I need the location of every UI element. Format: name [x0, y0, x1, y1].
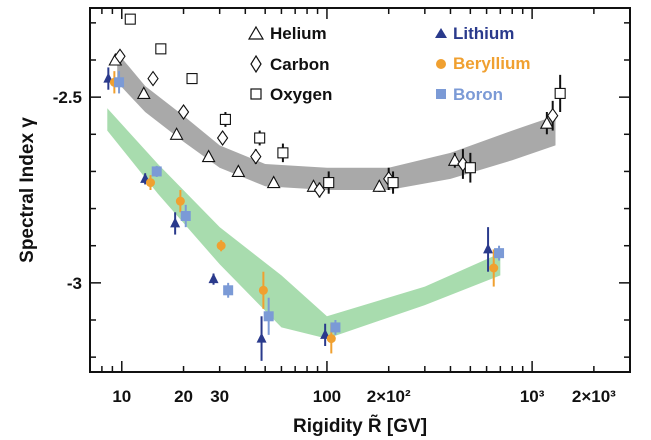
x-axis-title: Rigidity R̃ [GV] — [293, 414, 427, 437]
legend-helium-label: Helium — [270, 24, 327, 43]
beryllium-point — [175, 196, 185, 206]
helium-point — [539, 115, 554, 129]
band-he-c-o — [117, 52, 556, 191]
lithium-point — [208, 273, 219, 284]
legend-oxygen: Oxygen — [250, 85, 332, 104]
carbon-point — [114, 48, 126, 65]
beryllium-point — [489, 263, 499, 273]
oxygen-point — [124, 13, 136, 25]
legend-carbon: Carbon — [250, 54, 330, 74]
legend-boron-label: Boron — [453, 85, 503, 104]
helium-point — [231, 164, 246, 177]
x-tick-label: 100 — [313, 387, 341, 406]
helium-point — [372, 179, 387, 192]
legend-helium-marker — [247, 25, 265, 40]
boron-point — [263, 311, 274, 322]
x-tick-label: 10 — [112, 387, 131, 406]
lithium-point — [170, 217, 181, 228]
oxygen-point — [323, 177, 335, 189]
oxygen-point — [464, 162, 476, 174]
y-tick-label: -2.5 — [53, 88, 82, 107]
legend-beryllium-marker — [436, 59, 446, 69]
helium-point — [447, 153, 462, 166]
carbon-point — [547, 107, 559, 124]
carbon-point — [216, 130, 229, 146]
axis-ticks: 10 20 30 100 2×10² 10³ 2×10³ -2.5 -3 — [53, 8, 631, 406]
boron-point — [223, 285, 234, 296]
legend-oxygen-marker — [250, 88, 262, 100]
legend: Helium Carbon Oxygen Lithium Beryllium B… — [247, 24, 530, 104]
carbon-point — [147, 70, 159, 87]
beryllium-point — [326, 334, 336, 344]
boron-point — [494, 248, 505, 259]
carbon-point — [250, 148, 262, 165]
carbon-point — [177, 104, 190, 120]
legend-carbon-label: Carbon — [270, 55, 330, 74]
band-li-be-b — [107, 108, 501, 339]
legend-carbon-marker — [250, 54, 262, 74]
boron-point — [330, 322, 341, 333]
x-tick-label: 20 — [174, 387, 193, 406]
helium-point — [136, 86, 151, 99]
data-points — [103, 13, 566, 361]
beryllium-point — [216, 241, 226, 251]
boron-point — [180, 211, 191, 221]
x-tick-label: 30 — [210, 387, 229, 406]
boron-point — [151, 166, 162, 177]
legend-boron: Boron — [436, 85, 503, 104]
x-tick-label: 10³ — [520, 387, 545, 406]
beryllium-point — [258, 285, 268, 295]
oxygen-point — [387, 177, 399, 189]
legend-lithium-label: Lithium — [453, 24, 514, 43]
helium-point — [201, 149, 216, 163]
y-axis-title: Spectral Index γ — [17, 117, 38, 263]
legend-lithium: Lithium — [435, 24, 514, 43]
legend-lithium-marker — [435, 28, 447, 38]
oxygen-point — [186, 73, 198, 85]
oxygen-point — [155, 43, 167, 55]
carbon-point — [313, 182, 326, 198]
y-tick-label: -3 — [67, 274, 82, 293]
helium-point — [266, 175, 281, 189]
oxygen-point — [554, 87, 566, 99]
boron-point — [114, 77, 125, 88]
oxygen-point — [219, 113, 231, 125]
legend-beryllium: Beryllium — [436, 54, 530, 73]
legend-oxygen-label: Oxygen — [270, 85, 332, 104]
helium-point — [169, 127, 184, 140]
legend-boron-marker — [436, 89, 446, 99]
oxygen-point — [254, 132, 266, 144]
oxygen-point — [277, 147, 289, 159]
beryllium-point — [145, 178, 155, 188]
plot-frame — [89, 7, 631, 373]
legend-helium: Helium — [247, 24, 327, 43]
x-tick-label: 2×10² — [367, 387, 411, 406]
lithium-point — [256, 332, 267, 343]
lithium-point — [483, 243, 494, 254]
x-tick-label: 2×10³ — [572, 387, 616, 406]
legend-beryllium-label: Beryllium — [453, 54, 530, 73]
carbon-point — [457, 156, 469, 172]
